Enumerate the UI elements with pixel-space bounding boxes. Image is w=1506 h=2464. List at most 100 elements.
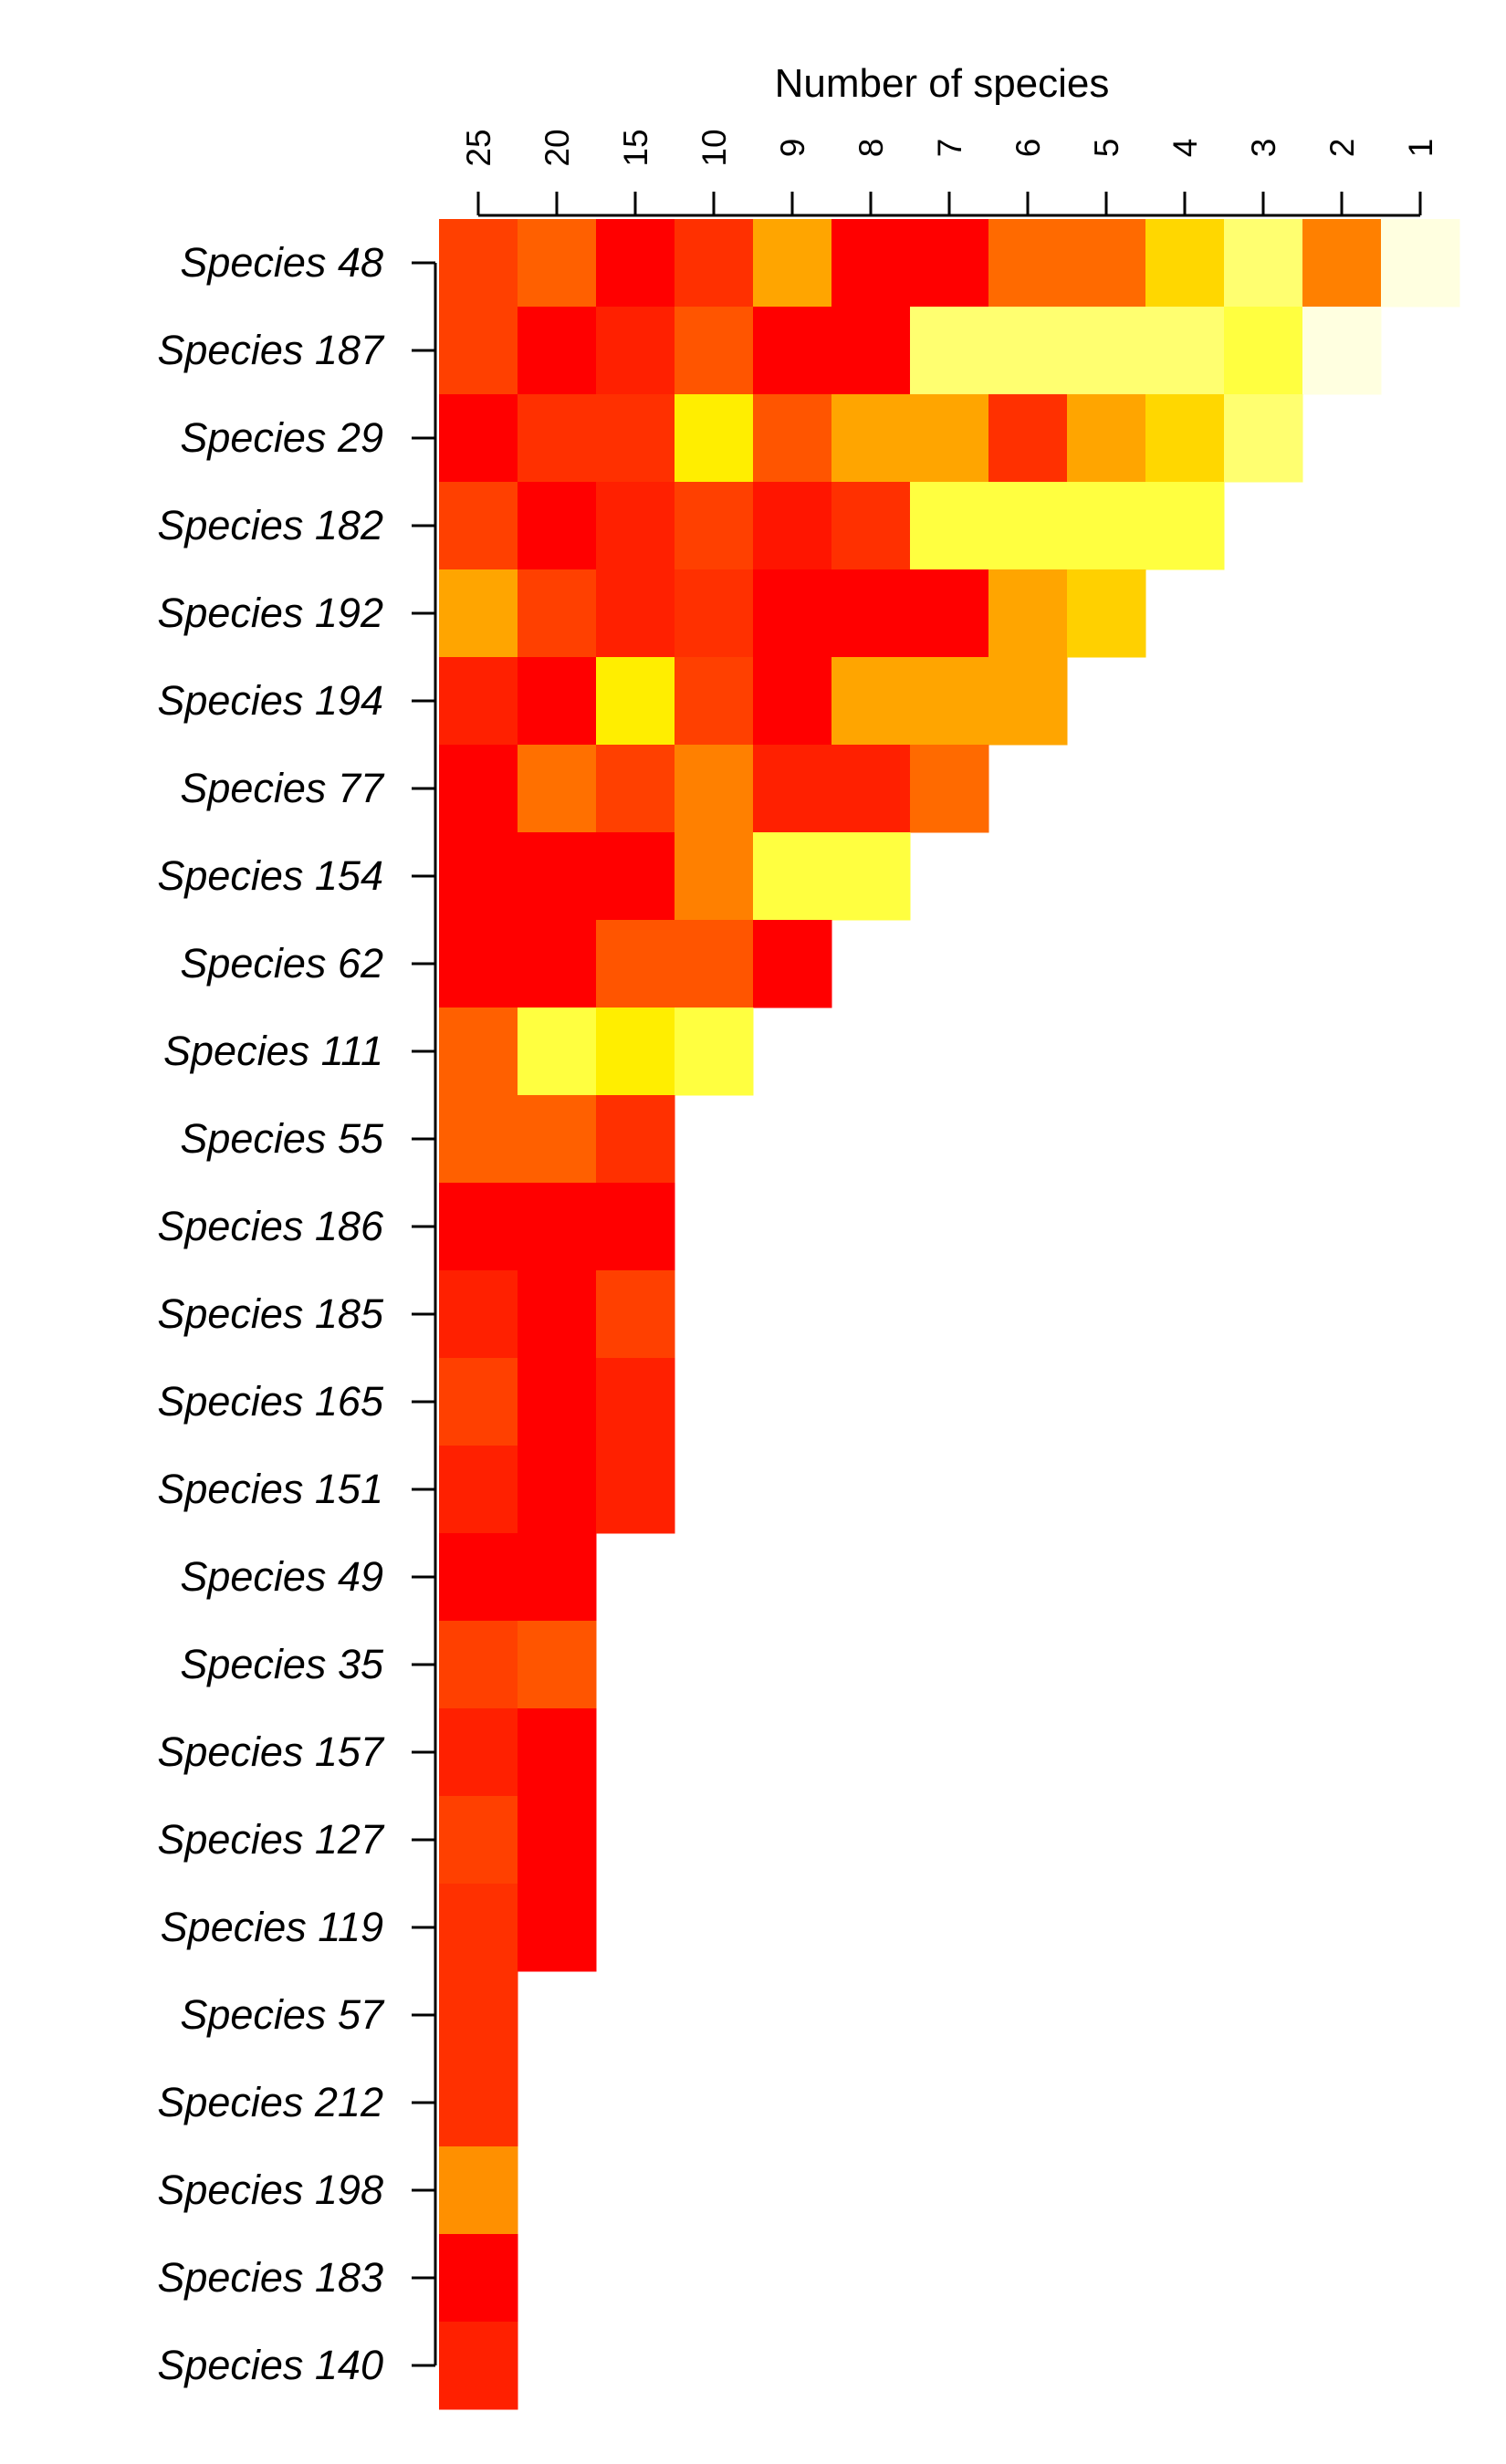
heatmap-cell — [596, 1095, 675, 1184]
heatmap-cell — [518, 1095, 597, 1184]
heatmap-cell — [753, 394, 832, 483]
heatmap-cell — [518, 1358, 597, 1446]
heatmap-cell — [518, 1533, 597, 1622]
heatmap-cell — [988, 219, 1068, 308]
heatmap-cell — [596, 1446, 675, 1534]
heatmap-cell — [518, 1708, 597, 1797]
heatmap-cell — [675, 219, 754, 308]
heatmap-cell — [1224, 219, 1303, 308]
heatmap-cell — [439, 1183, 518, 1271]
heatmap-cell — [675, 657, 754, 746]
heatmap-cell — [753, 307, 832, 395]
heatmap-cell — [1224, 307, 1303, 395]
column-label: 2 — [1323, 139, 1361, 158]
column-label: 8 — [852, 139, 890, 158]
row-label: Species 182 — [157, 502, 383, 548]
heatmap-cell — [1224, 394, 1303, 483]
column-label: 15 — [617, 129, 654, 166]
heatmap-cell — [753, 832, 832, 921]
column-label: 4 — [1166, 139, 1204, 158]
heatmap-cell — [439, 2234, 518, 2323]
row-label: Species 35 — [180, 1641, 384, 1687]
row-label: Species 49 — [180, 1553, 383, 1600]
heatmap-cell — [1067, 394, 1146, 483]
heatmap-cell — [1302, 219, 1382, 308]
heatmap-cell — [1145, 219, 1225, 308]
heatmap-cell — [518, 1008, 597, 1096]
heatmap-cell — [518, 394, 597, 483]
heatmap-cell — [439, 745, 518, 833]
heatmap-cell — [1145, 307, 1225, 395]
heatmap-cell — [910, 394, 989, 483]
heatmap-cell — [675, 307, 754, 395]
heatmap-cell — [439, 1008, 518, 1096]
heatmap-cell — [753, 745, 832, 833]
heatmap-cell — [596, 219, 675, 308]
heatmap-cell — [831, 219, 911, 308]
heatmap-cell — [439, 1621, 518, 1709]
heatmap-cell — [675, 832, 754, 921]
heatmap-cell — [439, 1095, 518, 1184]
heatmap-cell — [831, 482, 911, 570]
row-label: Species 127 — [157, 1816, 385, 1863]
row-label: Species 29 — [180, 414, 383, 461]
heatmap-cell — [831, 394, 911, 483]
row-label: Species 151 — [157, 1466, 383, 1512]
heatmap-cell — [439, 1533, 518, 1622]
heatmap-cell — [439, 1446, 518, 1534]
row-label: Species 186 — [157, 1203, 384, 1249]
row-label: Species 154 — [157, 852, 383, 899]
heatmap-cell — [518, 745, 597, 833]
heatmap-cells — [439, 219, 1460, 2410]
column-label: 6 — [1009, 139, 1047, 158]
heatmap-cell — [596, 657, 675, 746]
column-label: 10 — [695, 129, 733, 166]
heatmap-cell — [518, 219, 597, 308]
heatmap-cell — [596, 569, 675, 658]
row-label: Species 55 — [180, 1115, 384, 1162]
heatmap-cell — [439, 1270, 518, 1359]
heatmap-cell — [518, 1621, 597, 1709]
heatmap-cell — [753, 657, 832, 746]
heatmap-cell — [518, 1446, 597, 1534]
heatmap-cell — [518, 657, 597, 746]
heatmap-cell — [1145, 482, 1225, 570]
heatmap-cell — [675, 745, 754, 833]
heatmap-cell — [518, 832, 597, 921]
top-axis: 25 20 15 10 9 8 7 6 5 4 3 2 1 — [460, 129, 1439, 217]
heatmap-cell — [988, 394, 1068, 483]
heatmap-cell — [596, 1358, 675, 1446]
heatmap-cell — [831, 657, 911, 746]
heatmap-cell — [753, 219, 832, 308]
heatmap-cell — [439, 1358, 518, 1446]
column-label: 7 — [931, 139, 968, 158]
heatmap-cell — [518, 1796, 597, 1885]
heatmap-cell — [518, 1270, 597, 1359]
row-label: Species 119 — [161, 1904, 383, 1950]
heatmap-cell — [988, 569, 1068, 658]
heatmap-cell — [831, 307, 911, 395]
row-label: Species 157 — [157, 1728, 385, 1775]
heatmap-cell — [518, 482, 597, 570]
heatmap-cell — [439, 1796, 518, 1885]
heatmap-cell — [988, 657, 1068, 746]
heatmap-cell — [596, 307, 675, 395]
row-label: Species 111 — [163, 1028, 383, 1074]
heatmap-cell — [439, 2146, 518, 2235]
heatmap-cell — [439, 1971, 518, 2060]
heatmap-cell — [439, 832, 518, 921]
column-label: 3 — [1245, 139, 1282, 158]
row-label: Species 62 — [180, 940, 383, 987]
heatmap-cell — [988, 482, 1068, 570]
row-label: Species 185 — [157, 1290, 384, 1337]
heatmap-cell — [675, 569, 754, 658]
heatmap-cell — [910, 219, 989, 308]
column-label: 9 — [774, 139, 811, 158]
heatmap-cell — [910, 307, 989, 395]
row-label: Species 212 — [157, 2079, 383, 2125]
heatmap-cell — [1067, 482, 1146, 570]
heatmap-cell — [988, 307, 1068, 395]
heatmap-cell — [675, 482, 754, 570]
heatmap-cell — [439, 219, 518, 308]
